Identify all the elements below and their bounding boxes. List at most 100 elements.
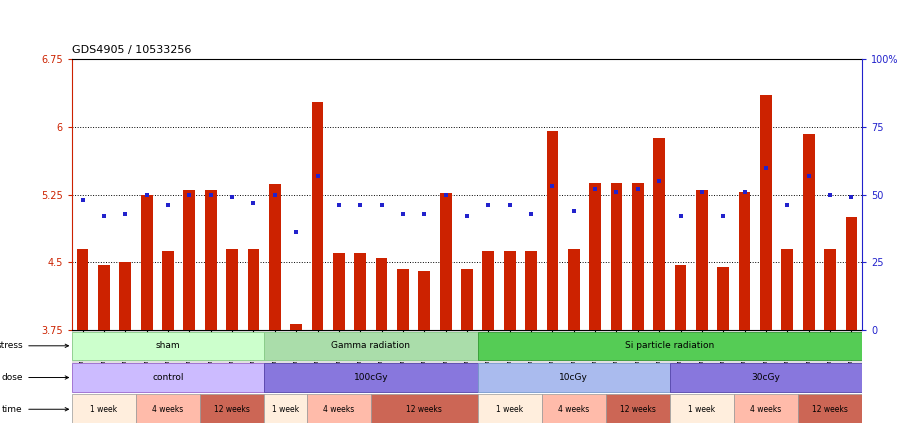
Point (694, 189, 709, 195)
Bar (803, 134, 814, 330)
Bar (654, 138, 665, 330)
Bar (371, 394, 478, 423)
Point (374, 202, 389, 209)
Point (822, 191, 837, 198)
Bar (72, 363, 264, 392)
Point (566, 207, 581, 214)
Bar (120, 262, 131, 330)
Point (844, 194, 858, 201)
Bar (547, 131, 559, 330)
Bar (200, 394, 264, 423)
Bar (354, 253, 366, 330)
Point (652, 178, 667, 184)
Bar (542, 394, 606, 423)
Bar (478, 332, 862, 360)
Bar (136, 394, 200, 423)
Point (481, 202, 496, 209)
Bar (670, 363, 862, 392)
Point (545, 183, 560, 190)
Bar (183, 190, 195, 330)
Bar (333, 253, 345, 330)
Text: stress: stress (0, 341, 23, 350)
Bar (226, 249, 238, 330)
Bar (77, 249, 89, 330)
Bar (375, 258, 387, 330)
Bar (98, 265, 110, 330)
Point (267, 191, 282, 198)
Point (417, 210, 431, 217)
Bar (248, 249, 259, 330)
Bar (589, 183, 601, 330)
Bar (72, 332, 264, 360)
Bar (264, 332, 478, 360)
Bar (739, 192, 751, 330)
Bar (610, 183, 622, 330)
Text: dose: dose (1, 373, 23, 382)
Bar (290, 324, 302, 330)
Bar (482, 250, 494, 330)
Bar (734, 394, 798, 423)
Text: 12 weeks: 12 weeks (620, 405, 656, 414)
Bar (72, 394, 136, 423)
Bar (760, 95, 772, 330)
Bar (307, 394, 371, 423)
Bar (503, 250, 515, 330)
Bar (696, 190, 708, 330)
Point (76, 197, 90, 203)
Bar (205, 190, 217, 330)
Bar (269, 184, 280, 330)
Point (459, 213, 474, 220)
Point (246, 199, 261, 206)
Bar (782, 249, 793, 330)
Bar (670, 394, 734, 423)
Text: Gamma radiation: Gamma radiation (331, 341, 410, 350)
Point (780, 202, 795, 209)
Point (609, 189, 624, 195)
Text: 1 week: 1 week (689, 405, 715, 414)
Bar (264, 363, 478, 392)
Point (204, 191, 219, 198)
Bar (798, 394, 862, 423)
Bar (478, 394, 542, 423)
Text: 12 weeks: 12 weeks (407, 405, 443, 414)
Text: Si particle radiation: Si particle radiation (625, 341, 715, 350)
Text: 12 weeks: 12 weeks (812, 405, 848, 414)
Text: 1 week: 1 week (496, 405, 524, 414)
Point (801, 172, 816, 179)
Text: GDS4905 / 10533256: GDS4905 / 10533256 (72, 45, 191, 55)
Bar (845, 217, 857, 330)
Bar (397, 269, 408, 330)
Point (353, 202, 368, 209)
Text: 10cGy: 10cGy (560, 373, 588, 382)
Text: control: control (152, 373, 183, 382)
Text: 4 weeks: 4 weeks (152, 405, 183, 414)
Point (289, 229, 303, 236)
Point (97, 213, 112, 220)
Point (225, 194, 240, 201)
Text: 4 weeks: 4 weeks (558, 405, 589, 414)
Bar (526, 250, 537, 330)
Bar (675, 265, 686, 330)
Point (715, 213, 730, 220)
Text: 1 week: 1 week (90, 405, 117, 414)
Point (738, 189, 752, 195)
Text: 100cGy: 100cGy (353, 373, 388, 382)
Point (118, 210, 133, 217)
Point (524, 210, 538, 217)
Text: sham: sham (156, 341, 181, 350)
Point (759, 164, 774, 171)
Text: 30cGy: 30cGy (751, 373, 780, 382)
Bar (717, 267, 729, 330)
Bar (162, 250, 174, 330)
Point (502, 202, 517, 209)
Text: time: time (2, 405, 23, 414)
Bar (264, 394, 307, 423)
Bar (141, 195, 152, 330)
Bar (824, 249, 836, 330)
Point (396, 210, 410, 217)
Bar (440, 193, 452, 330)
Point (160, 202, 175, 209)
Bar (606, 394, 670, 423)
Point (182, 191, 196, 198)
Point (631, 186, 645, 192)
